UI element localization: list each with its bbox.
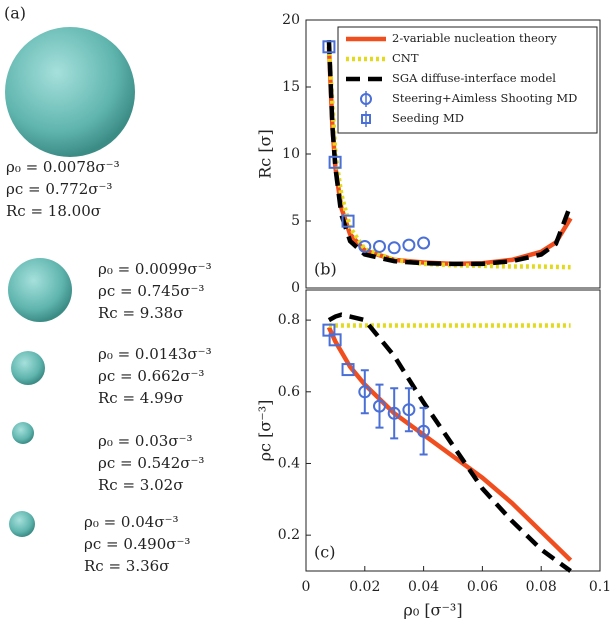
legend-label: Seeding MD	[392, 111, 464, 125]
cluster-text: ρ₀ = 0.0099σ⁻³	[98, 260, 212, 278]
series-line	[327, 312, 572, 573]
data-point	[402, 403, 416, 417]
cluster-text: ρc = 0.490σ⁻³	[84, 535, 190, 553]
error-bar	[404, 387, 413, 433]
data-point	[358, 239, 372, 253]
x-tick-label: 0.1	[589, 579, 611, 595]
x-tick-label: 0	[302, 579, 311, 595]
cluster-text: ρ₀ = 0.0143σ⁻³	[98, 345, 212, 363]
data-point	[328, 333, 342, 347]
cluster-image	[12, 422, 34, 444]
cluster-text: Rc = 3.36σ	[84, 557, 169, 575]
error-bar	[390, 387, 399, 440]
cluster-text: ρ₀ = 0.03σ⁻³	[98, 432, 193, 450]
cluster-text: ρc = 0.772σ⁻³	[6, 180, 112, 198]
x-tick-label: 0.06	[467, 579, 498, 595]
y-tick-label: 5	[291, 213, 300, 229]
cluster-text: Rc = 4.99σ	[98, 389, 183, 407]
y-tick-label: 15	[282, 79, 300, 95]
x-tick-label: 0.04	[408, 579, 439, 595]
cluster-text: ρ₀ = 0.0078σ⁻³	[6, 158, 120, 176]
data-point	[417, 236, 431, 250]
legend-label: Steering+Aimless Shooting MD	[392, 91, 577, 105]
cluster-text: ρc = 0.542σ⁻³	[98, 454, 204, 472]
data-point	[328, 155, 342, 169]
y-axis-label: Rc [σ]	[256, 129, 275, 179]
legend-swatch	[361, 114, 371, 124]
plot-frame	[305, 289, 601, 572]
data-point	[387, 241, 401, 255]
cluster-image	[8, 258, 72, 322]
data-point	[373, 399, 386, 413]
cluster-image	[11, 351, 45, 385]
legend-label: CNT	[392, 51, 419, 65]
panel-label: (a)	[4, 4, 26, 23]
panel-label: (c)	[314, 543, 335, 562]
y-tick-label: 0.2	[278, 527, 300, 543]
cluster-text: ρc = 0.745σ⁻³	[98, 282, 204, 300]
y-tick-label: 0	[291, 280, 300, 296]
legend-label: 2-variable nucleation theory	[392, 31, 557, 45]
y-tick-label: 0.8	[278, 312, 300, 328]
data-point	[358, 385, 372, 399]
y-tick-label: 10	[282, 146, 300, 162]
cluster-text: Rc = 9.38σ	[98, 304, 183, 322]
y-tick-label: 0.4	[278, 455, 300, 471]
data-point	[373, 239, 386, 253]
panel-label: (b)	[314, 260, 337, 279]
error-bar	[419, 406, 428, 456]
data-point	[341, 363, 355, 377]
x-tick-label: 0.02	[349, 579, 380, 595]
x-tick-label: 0.08	[526, 579, 557, 595]
data-point	[387, 406, 401, 420]
cluster-text: Rc = 18.00σ	[6, 202, 101, 220]
cluster-text: ρ₀ = 0.04σ⁻³	[84, 513, 179, 531]
cluster-image	[5, 27, 135, 157]
y-tick-label: 20	[282, 12, 300, 28]
cluster-text: Rc = 3.02σ	[98, 476, 183, 494]
data-point	[417, 424, 431, 438]
legend-label: SGA diffuse-interface model	[392, 71, 556, 85]
error-bar	[360, 369, 369, 415]
y-tick-label: 0.6	[278, 384, 300, 400]
data-point	[341, 214, 355, 228]
y-axis-label: ρc [σ⁻³]	[256, 400, 275, 462]
error-bar	[375, 383, 384, 429]
data-point	[322, 40, 336, 54]
cluster-text: ρc = 0.662σ⁻³	[98, 367, 204, 385]
legend-swatch	[360, 93, 372, 105]
data-point	[402, 238, 416, 252]
cluster-image	[9, 511, 35, 537]
x-axis-label: ρ₀ [σ⁻³]	[403, 601, 462, 620]
series-line	[326, 40, 573, 267]
